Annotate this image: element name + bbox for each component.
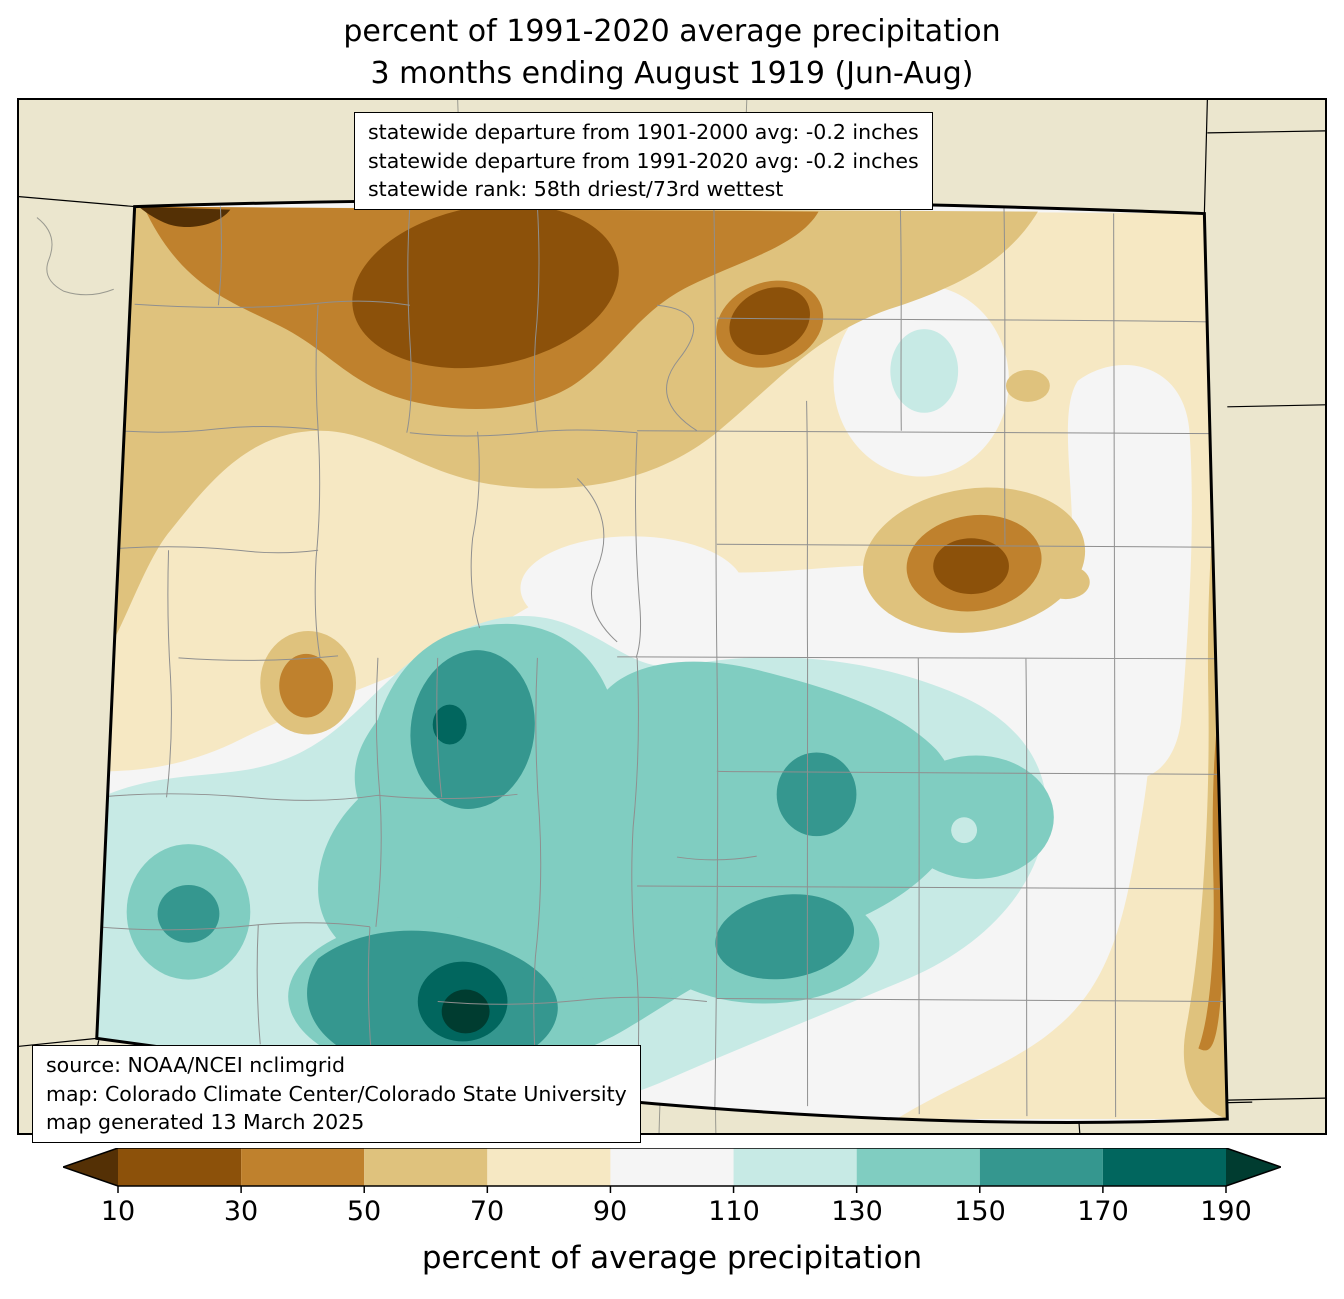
colorbar-seg-8 [979, 1148, 1103, 1186]
colorbar-seg-3 [364, 1148, 488, 1186]
stats-line-2: statewide departure from 1991-2020 avg: … [368, 148, 919, 173]
stats-line-3: statewide rank: 58th driest/73rd wettest [368, 177, 784, 202]
colorbar-tick-30: 30 [223, 1196, 259, 1227]
colorbar-seg-6 [733, 1148, 857, 1186]
colorbar-ticks [117, 1186, 1227, 1193]
contour-fills [96, 200, 1228, 1123]
colorbar-seg-7 [856, 1148, 980, 1186]
colorado-precip-map [19, 100, 1325, 1133]
source-line-2: map: Colorado Climate Center/Colorado St… [46, 1081, 627, 1106]
colorbar-tick-170: 170 [1077, 1196, 1129, 1227]
page-title-line2: 3 months ending August 1919 (Jun-Aug) [370, 56, 974, 91]
source-line-1: source: NOAA/NCEI nclimgrid [46, 1053, 346, 1077]
colorbar-seg-5 [610, 1148, 734, 1186]
source-attribution-box: source: NOAA/NCEI nclimgrid map: Colorad… [32, 1045, 641, 1144]
colorbar-tick-150: 150 [954, 1196, 1006, 1227]
map-frame: statewide departure from 1901-2000 avg: … [17, 98, 1327, 1144]
colorbar [60, 1147, 1284, 1196]
statewide-stats-box: statewide departure from 1901-2000 avg: … [354, 112, 933, 211]
colorbar-seg-4 [487, 1148, 611, 1186]
colorbar-tick-110: 110 [708, 1196, 760, 1227]
source-line-3: map generated 13 March 2025 [46, 1110, 365, 1135]
colorbar-tick-50: 50 [346, 1196, 382, 1227]
colorbar-seg-2 [241, 1148, 365, 1186]
colorbar-over-arrow [1226, 1148, 1281, 1186]
colorbar-tick-190: 190 [1200, 1196, 1252, 1227]
colorbar-seg-1 [118, 1148, 242, 1186]
stats-line-1: statewide departure from 1901-2000 avg: … [368, 120, 919, 144]
colorbar-tick-130: 130 [831, 1196, 883, 1227]
county-lines-west [96, 206, 757, 1105]
county-lines-east [617, 206, 1228, 1118]
colorbar-tick-90: 90 [592, 1196, 628, 1227]
colorbar-seg-9 [1102, 1148, 1226, 1186]
colorbar-tick-70: 70 [469, 1196, 505, 1227]
colorbar-axis-label: percent of average precipitation [421, 1240, 923, 1276]
page-title-line1: percent of 1991-2020 average precipitati… [343, 14, 1001, 49]
colorbar-svg [60, 1147, 1284, 1193]
colorbar-tick-10: 10 [100, 1196, 136, 1227]
colorbar-under-arrow [63, 1148, 118, 1186]
